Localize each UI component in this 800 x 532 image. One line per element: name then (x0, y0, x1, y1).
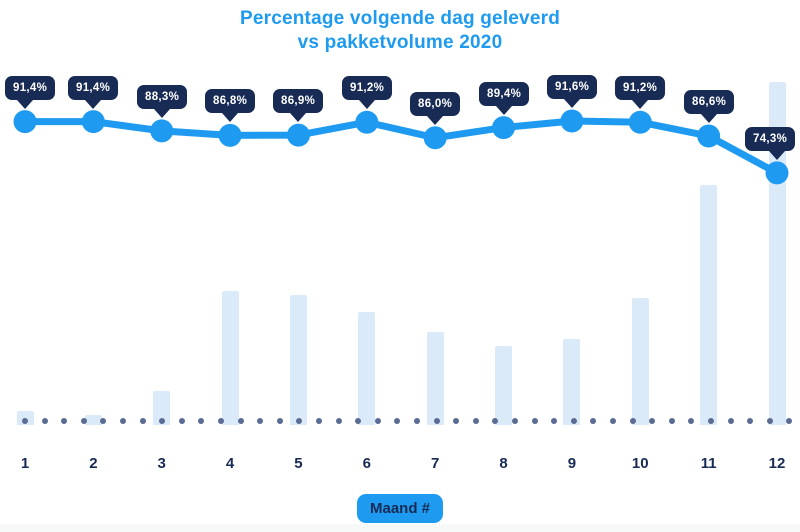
percentage-line (21, 117, 781, 177)
chart-title: Percentage volgende dag geleverd vs pakk… (0, 7, 800, 55)
chart-title-line1: Percentage volgende dag geleverd (239, 8, 560, 29)
line-marker (355, 110, 379, 134)
line-marker (423, 126, 447, 150)
line-marker (150, 119, 174, 143)
line-marker (628, 110, 652, 134)
line-marker (81, 110, 105, 134)
line-marker (697, 124, 721, 148)
line-marker (286, 123, 310, 147)
line-marker (560, 109, 584, 133)
chart-title-line2: vs pakketvolume 2020 (297, 32, 503, 53)
window-bottom-strip (0, 524, 800, 532)
line-marker (218, 123, 242, 147)
line-marker (492, 116, 516, 140)
x-axis-label-badge: Maand # (356, 494, 444, 523)
line-marker (13, 110, 37, 134)
x-axis-label-text: Maand # (369, 500, 431, 517)
line-marker (765, 161, 789, 185)
